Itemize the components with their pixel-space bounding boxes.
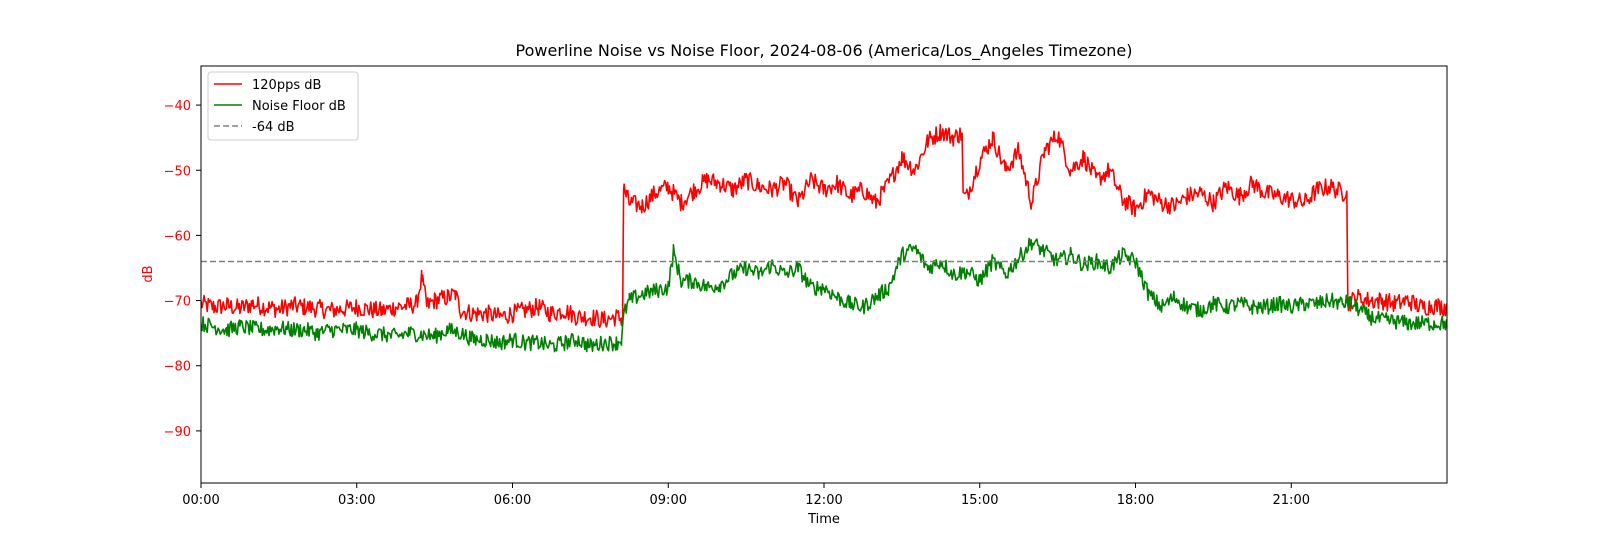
y-tick-label-2: −60 (164, 229, 191, 244)
legend-label-1: Noise Floor dB (252, 99, 346, 114)
x-tick-label-6: 18:00 (1117, 493, 1154, 508)
legend-label-0: 120pps dB (252, 78, 321, 93)
y-tick-label-1: −50 (164, 164, 191, 179)
legend-box (207, 71, 359, 141)
plot-area (200, 65, 1448, 484)
series-line-1 (201, 237, 1447, 353)
y-tick-label-4: −80 (164, 360, 191, 375)
chart-title: Powerline Noise vs Noise Floor, 2024-08-… (516, 41, 1133, 61)
y-tick-label-3: −70 (164, 295, 191, 310)
y-axis-label: dB (141, 265, 156, 282)
x-tick-label-3: 09:00 (650, 493, 687, 508)
series-line-0 (201, 123, 1447, 328)
legend: 120pps dB Noise Floor dB -64 dB (207, 71, 359, 141)
y-tick-label-0: −40 (164, 99, 191, 114)
y-axis: −40 −50 −60 −70 −80 −90 (164, 99, 201, 440)
x-axis: 00:00 03:00 06:00 09:00 12:00 15:00 18:00 21:00 (182, 483, 1310, 508)
series-layer (201, 123, 1447, 353)
x-tick-label-1: 03:00 (338, 493, 375, 508)
x-tick-label-0: 00:00 (182, 493, 219, 508)
x-tick-label-2: 06:00 (494, 493, 531, 508)
x-axis-label: Time (807, 512, 840, 527)
legend-label-2: -64 dB (252, 120, 295, 135)
y-tick-label-5: −90 (164, 425, 191, 440)
x-tick-label-4: 12:00 (805, 493, 842, 508)
x-tick-label-7: 21:00 (1273, 493, 1310, 508)
x-tick-label-5: 15:00 (961, 493, 998, 508)
